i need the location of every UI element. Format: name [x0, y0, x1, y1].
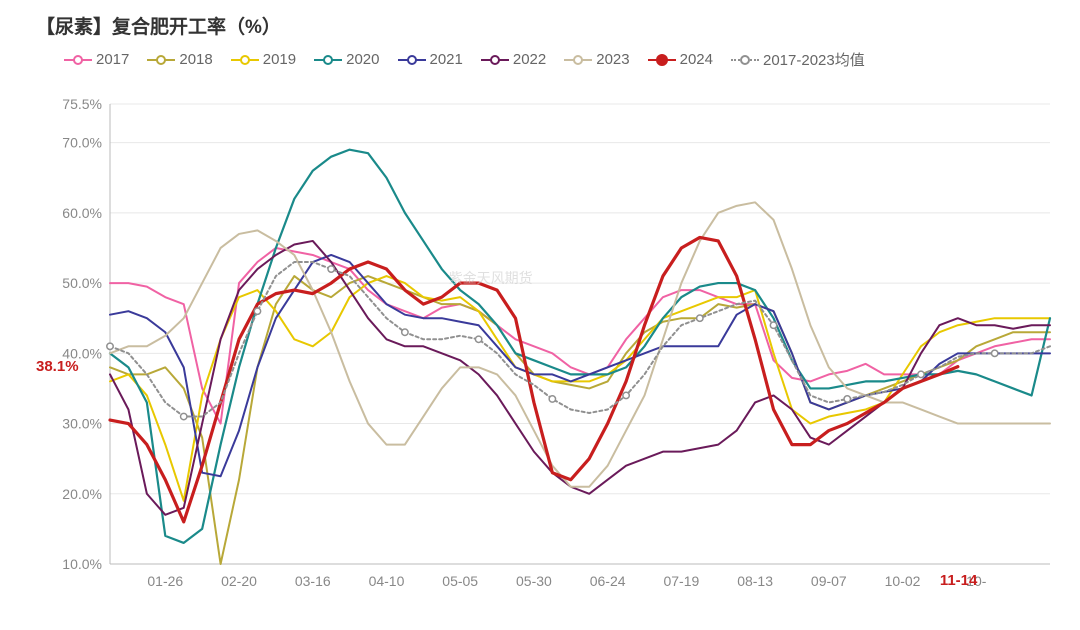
legend-label: 2019: [263, 51, 296, 68]
legend-label: 2024: [680, 51, 713, 68]
legend-item: 2021: [398, 49, 463, 70]
legend-label: 2023: [596, 51, 629, 68]
svg-text:08-13: 08-13: [737, 573, 773, 589]
svg-text:05-30: 05-30: [516, 573, 552, 589]
y-highlight-label: 38.1%: [36, 358, 79, 375]
legend-label: 2017-2023均值: [763, 49, 865, 70]
line-chart: 10.0%20.0%30.0%40.0%50.0%60.0%70.0%75.5%…: [0, 74, 1080, 614]
legend-item: 2020: [314, 49, 379, 70]
legend-item: 2024: [648, 49, 713, 70]
chart-title: 【尿素】复合肥开工率（%）: [0, 0, 1080, 43]
svg-text:09-07: 09-07: [811, 573, 847, 589]
svg-text:20.0%: 20.0%: [62, 486, 102, 502]
svg-text:07-19: 07-19: [663, 573, 699, 589]
legend-label: 2017: [96, 51, 129, 68]
legend-item: 2018: [147, 49, 212, 70]
legend-label: 2021: [430, 51, 463, 68]
svg-text:10.0%: 10.0%: [62, 556, 102, 572]
legend: 2017 2018 2019 2020 2021 2022 2023 2024 2017-202…: [0, 43, 1080, 74]
svg-text:03-16: 03-16: [295, 573, 331, 589]
svg-text:30.0%: 30.0%: [62, 416, 102, 432]
svg-text:04-10: 04-10: [369, 573, 405, 589]
svg-text:02-20: 02-20: [221, 573, 257, 589]
svg-text:70.0%: 70.0%: [62, 135, 102, 151]
svg-text:05-05: 05-05: [442, 573, 478, 589]
legend-item: 2022: [481, 49, 546, 70]
legend-label: 2018: [179, 51, 212, 68]
svg-text:01-26: 01-26: [147, 573, 183, 589]
legend-label: 2020: [346, 51, 379, 68]
x-highlight-label: 11-14: [940, 572, 978, 589]
legend-item: 2019: [231, 49, 296, 70]
svg-text:60.0%: 60.0%: [62, 205, 102, 221]
svg-text:10-02: 10-02: [885, 573, 921, 589]
svg-text:50.0%: 50.0%: [62, 275, 102, 291]
legend-label: 2022: [513, 51, 546, 68]
svg-text:75.5%: 75.5%: [62, 96, 102, 112]
legend-item: 2017: [64, 49, 129, 70]
legend-item: 2017-2023均值: [731, 49, 865, 70]
chart-area: 10.0%20.0%30.0%40.0%50.0%60.0%70.0%75.5%…: [0, 74, 1080, 619]
legend-item: 2023: [564, 49, 629, 70]
svg-text:06-24: 06-24: [590, 573, 626, 589]
